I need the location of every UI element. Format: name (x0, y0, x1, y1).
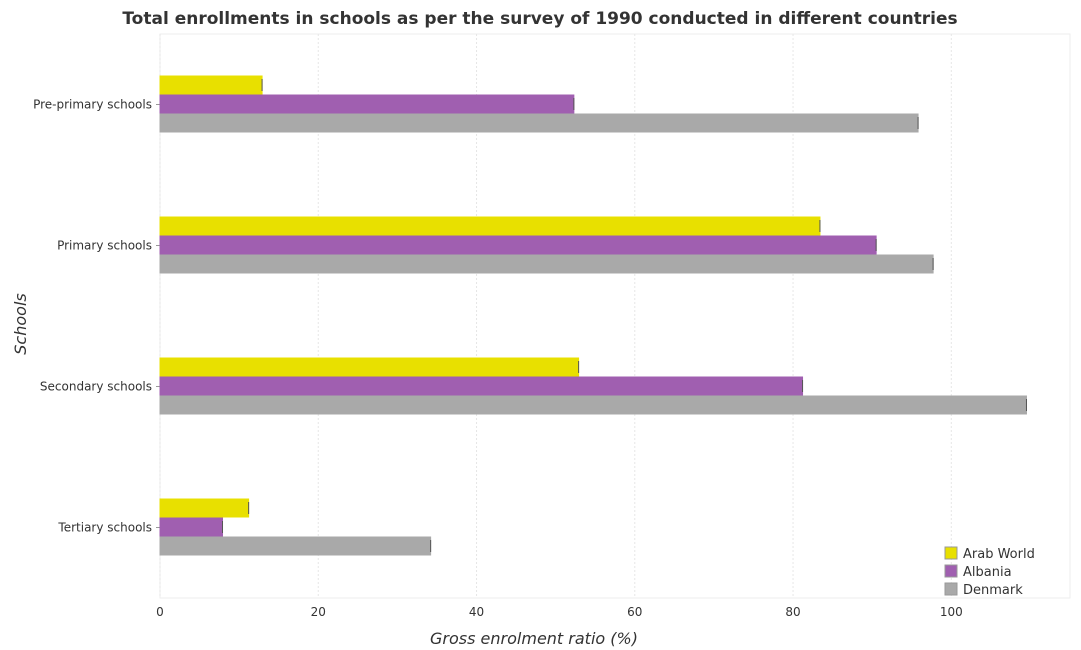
category-label: Primary schools (57, 239, 152, 253)
category-label: Pre-primary schools (33, 98, 152, 112)
x-tick-label: 60 (627, 605, 642, 619)
plot-frame (159, 33, 1071, 599)
y-axis-title: Schools (11, 293, 30, 354)
category-label: Tertiary schools (57, 521, 152, 535)
x-axis-title: Gross enrolment ratio (%) (430, 629, 638, 648)
bar (159, 357, 580, 377)
bar (159, 254, 934, 274)
bar (159, 376, 804, 396)
x-tick-label: 20 (311, 605, 326, 619)
x-tick-label: 80 (785, 605, 800, 619)
legend-label: Denmark (963, 583, 1023, 598)
bar (159, 395, 1027, 415)
bar (159, 94, 575, 114)
x-tick-label: 0 (156, 605, 164, 619)
bar (159, 75, 263, 95)
legend-swatch (944, 546, 958, 560)
category-label: Secondary schools (40, 380, 152, 394)
bar (159, 517, 224, 537)
bar (159, 113, 919, 133)
chart-title: Total enrollments in schools as per the … (122, 9, 957, 29)
bar (159, 216, 821, 236)
x-tick-label: 40 (469, 605, 484, 619)
bar (159, 235, 877, 255)
legend-label: Arab World (963, 547, 1035, 562)
bar (159, 498, 250, 518)
legend-swatch (944, 582, 958, 596)
plot-area: 0 20 40 60 80 100 Pre-primary schools Primary s… (33, 33, 1071, 619)
legend-label: Albania (963, 565, 1012, 580)
x-tick-label: 100 (940, 605, 963, 619)
legend-swatch (944, 564, 958, 578)
legend: Arab World Albania Denmark (944, 546, 1035, 598)
bar (159, 536, 432, 556)
